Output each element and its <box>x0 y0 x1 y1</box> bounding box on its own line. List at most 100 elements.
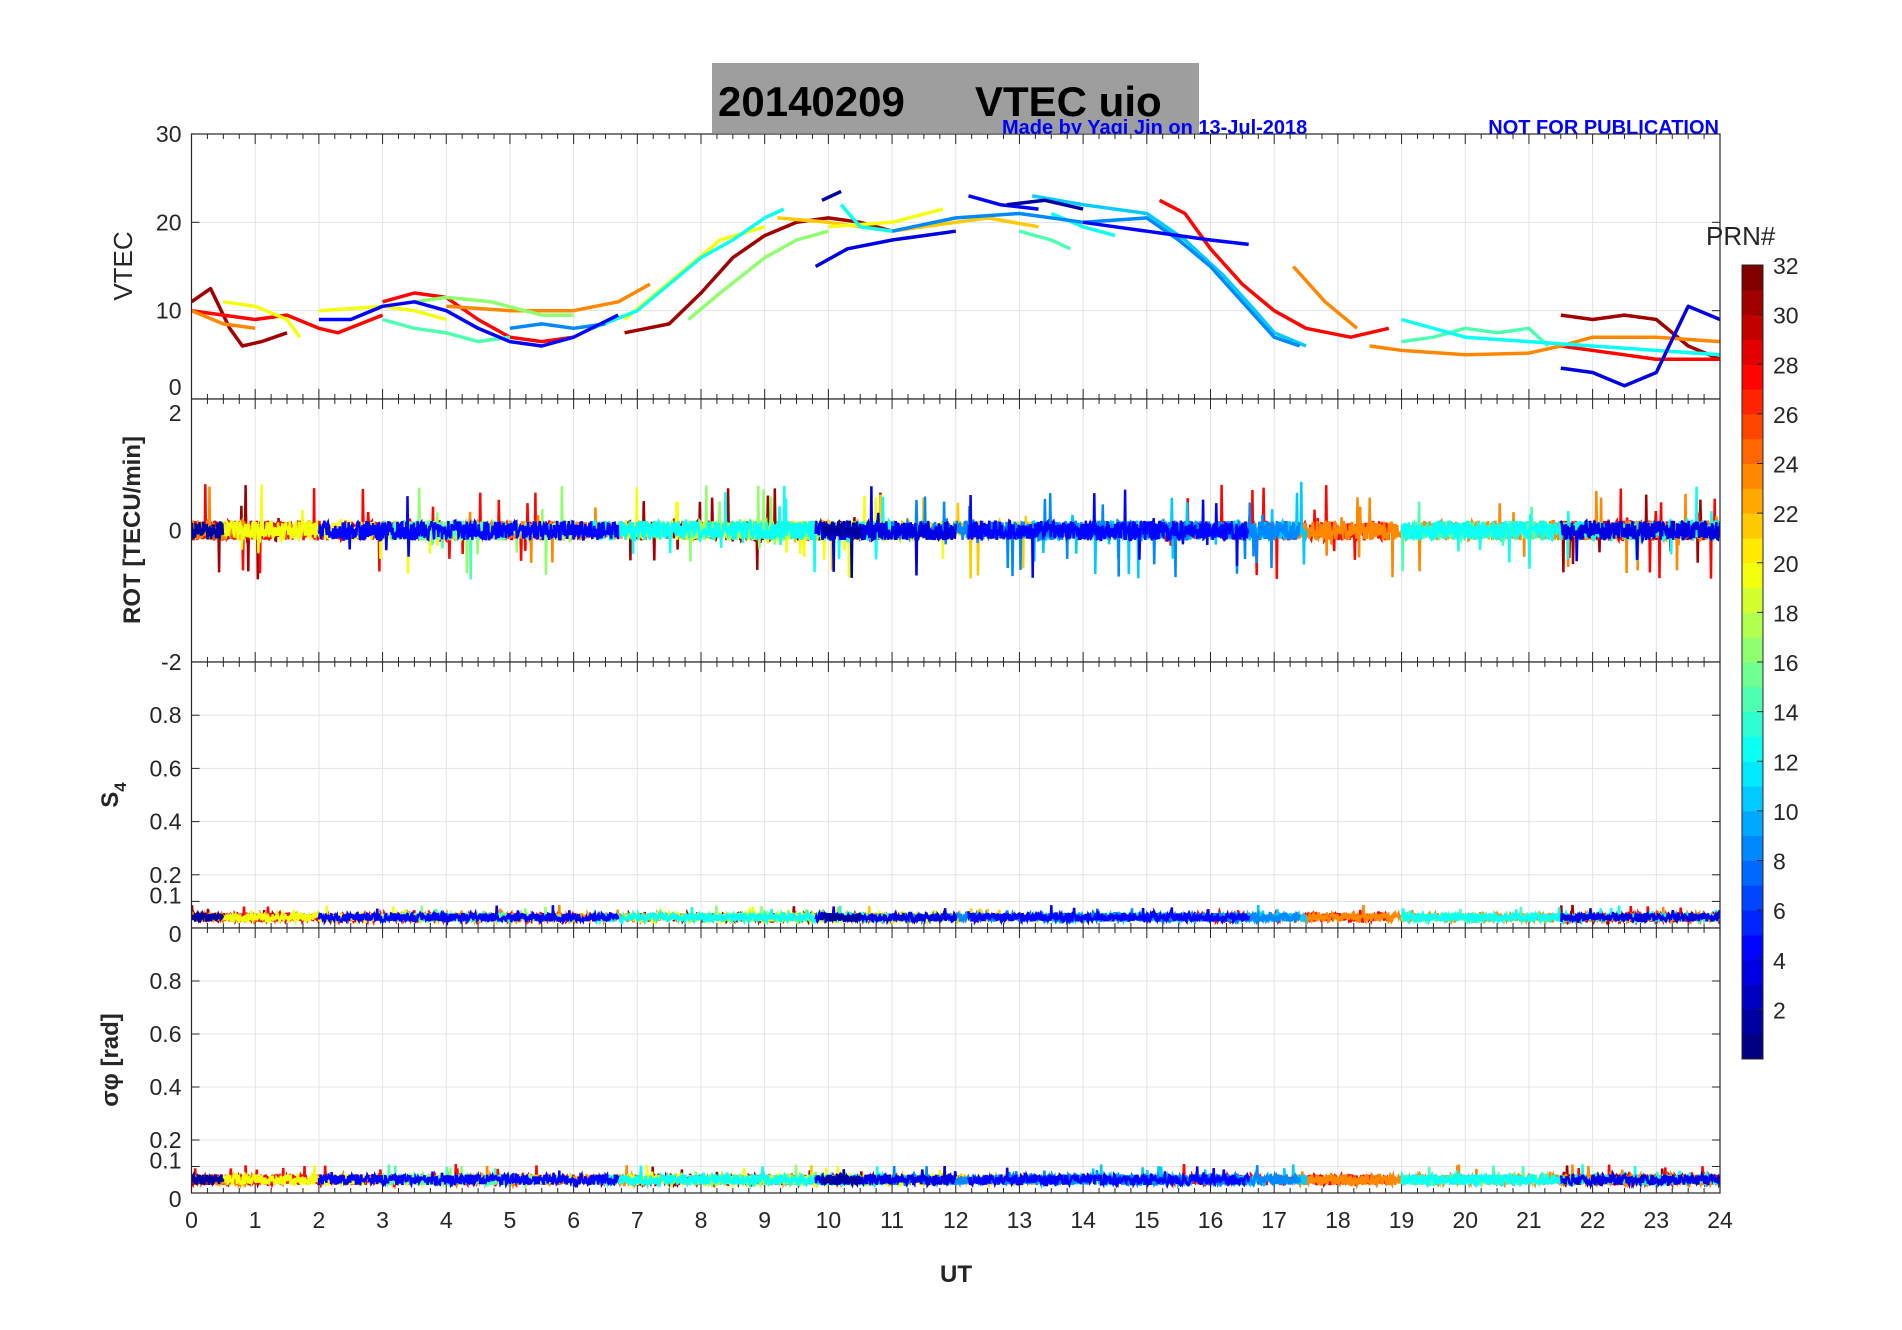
colorbar-swatch-prn-3 <box>1742 984 1763 1010</box>
vtec-line-prn-28 <box>1560 344 1720 362</box>
vtec-line-prn-20 <box>828 207 944 229</box>
sigma_phi-series <box>191 1164 1720 1190</box>
colorbar-tick-label: 18 <box>1773 600 1799 626</box>
x-tick-label: 17 <box>1261 1207 1287 1233</box>
x-tick-label: 10 <box>816 1207 842 1233</box>
s4-ytick-label: 0.4 <box>150 809 182 835</box>
vtec-line-prn-31 <box>624 216 893 335</box>
colorbar-swatch-prn-13 <box>1742 736 1763 762</box>
rot-ytick-label: -2 <box>161 649 181 675</box>
title-date: 20140209 <box>718 78 905 125</box>
colorbar-swatch-prn-16 <box>1742 662 1763 688</box>
colorbar-swatch-prn-24 <box>1742 463 1763 489</box>
colorbar-tick-label: 28 <box>1773 352 1799 378</box>
s4-ytick-label: 0.2 <box>150 862 182 888</box>
vtec-line-prn-22 <box>777 216 1039 233</box>
x-tick-label: 0 <box>185 1207 198 1233</box>
x-tick-label: 14 <box>1070 1207 1096 1233</box>
rot-line-prn-4 <box>1559 518 1720 562</box>
vtec-line-prn-17 <box>414 295 574 317</box>
title-name: VTEC uio <box>975 78 1162 125</box>
vtec-line-prn-24 <box>1291 265 1359 330</box>
sigma_phi-ytick-label: 0.4 <box>150 1074 182 1100</box>
vtec-line-prn-24 <box>446 282 651 313</box>
vtec-line-prn-15 <box>1018 229 1072 251</box>
colorbar-swatch-prn-11 <box>1742 786 1763 812</box>
x-tick-labels: 0 1 2 3 4 5 6 7 8 9 10 11 12 13 14 15 16 17 18 19 20 21 22 23 24 <box>185 1207 1733 1233</box>
colorbar-swatch-prn-1 <box>1742 1034 1763 1060</box>
s4-ytick-label: 0.6 <box>150 755 182 781</box>
colorbar-tick-label: 20 <box>1773 551 1799 577</box>
sigma_phi-axes-box <box>190 927 1721 1194</box>
vtec-ylabel: VTEC <box>108 231 138 300</box>
x-tick-label: 8 <box>695 1207 708 1233</box>
s4-series <box>191 904 1720 927</box>
colorbar-swatch-prn-27 <box>1742 389 1763 415</box>
colorbar-swatch-prn-29 <box>1742 339 1763 365</box>
colorbar-tick-label: 26 <box>1773 402 1799 428</box>
x-tick-label: 5 <box>504 1207 517 1233</box>
x-tick-label: 19 <box>1389 1207 1415 1233</box>
colorbar-swatch-prn-18 <box>1742 612 1763 638</box>
s4-line-prn-4 <box>1560 908 1720 925</box>
rot-line-prn-17 <box>687 485 830 562</box>
x-tick-label: 7 <box>631 1207 644 1233</box>
colorbar-swatch-prn-14 <box>1742 711 1763 737</box>
sigma_phi-line-prn-2 <box>191 1170 225 1187</box>
sigma_phi-line-prn-5 <box>317 1170 620 1189</box>
x-tick-label: 4 <box>440 1207 453 1233</box>
colorbar-tick-label: 22 <box>1773 501 1799 527</box>
sigma_phi-ytick-label: 0.6 <box>150 1021 182 1047</box>
colorbar-tick-label: 32 <box>1773 253 1799 279</box>
vtec-ytick-label: 20 <box>156 209 182 235</box>
vtec-series <box>191 189 1720 388</box>
vtec-line-prn-24 <box>1369 335 1720 357</box>
rot-panel: -2 0 2 <box>161 398 1721 675</box>
vtec-line-prn-28 <box>1158 198 1390 339</box>
vtec-line-prn-13 <box>839 203 893 233</box>
rot-line-prn-2 <box>191 521 225 540</box>
colorbar-tick-label: 6 <box>1773 898 1786 924</box>
s4-ylabel: S4 <box>97 782 130 808</box>
vtec-line-prn-5 <box>318 300 619 348</box>
colorbar-swatch-prn-23 <box>1742 488 1763 514</box>
vtec-ytick-label: 10 <box>156 298 182 324</box>
colorbar-tick-label: 8 <box>1773 849 1786 875</box>
vtec-line-prn-2 <box>1006 198 1084 211</box>
rot-series <box>191 481 1720 580</box>
colorbar-swatch-prn-15 <box>1742 686 1763 713</box>
x-tick-label: 12 <box>943 1207 969 1233</box>
colorbar-tick-label: 4 <box>1773 948 1786 974</box>
x-tick-label: 20 <box>1452 1207 1478 1233</box>
colorbar-tick-label: 24 <box>1773 452 1799 478</box>
x-tick-label: 16 <box>1198 1207 1224 1233</box>
colorbar-swatch-prn-25 <box>1742 438 1763 464</box>
s4-line-prn-5 <box>967 905 1250 926</box>
colorbar-swatch-prn-26 <box>1742 413 1763 440</box>
colorbar-tick-label: 30 <box>1773 303 1799 329</box>
sigma_phi-line-prn-2 <box>820 1169 862 1189</box>
vtec-line-prn-31 <box>1560 313 1720 361</box>
colorbar-swatch-prn-17 <box>1742 637 1763 663</box>
vtec-line-prn-2 <box>821 189 842 202</box>
colorbar-swatch-prn-22 <box>1742 513 1763 539</box>
colorbar-swatch-prn-12 <box>1742 761 1763 787</box>
vtec-line-prn-15 <box>1401 326 1550 348</box>
colorbar-swatch-prn-7 <box>1742 885 1763 911</box>
colorbar-tick-label: 10 <box>1773 799 1799 825</box>
vtec-line-prn-11 <box>1031 194 1307 348</box>
colorbar-swatch-prn-6 <box>1742 910 1763 936</box>
s4-ytick-label: 0.8 <box>150 702 182 728</box>
colorbar-swatch-prn-10 <box>1742 810 1763 837</box>
rot-line-prn-2 <box>820 519 862 578</box>
vtec-line-prn-4 <box>814 229 957 269</box>
vtec-line-prn-24 <box>191 309 256 331</box>
sigma_phi-line-prn-5 <box>967 1166 1250 1190</box>
sigma_phi-line-prn-13 <box>592 1165 894 1190</box>
title-box <box>712 63 1199 133</box>
vtec-line-prn-15 <box>382 317 511 344</box>
rot-ytick-label: 2 <box>169 400 182 426</box>
vtec-line-prn-5 <box>968 194 1039 211</box>
